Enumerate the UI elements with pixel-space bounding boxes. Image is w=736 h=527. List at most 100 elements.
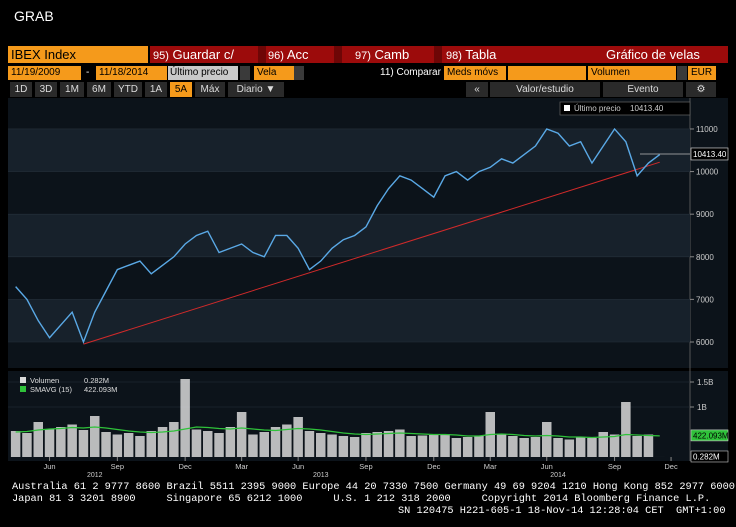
period-button[interactable]: 5A [170,82,192,97]
x-tick-label: Mar [484,462,497,471]
last-price-tag [690,147,729,161]
date-dash: - [86,67,90,78]
grid-band [8,214,690,257]
volume-bar [259,432,269,457]
volume-bar [417,435,428,457]
last-price-label: 10413.40 [693,150,727,159]
spacer-field[interactable] [508,66,586,80]
menu-item[interactable]: 95) Guardar c/ [153,46,234,65]
last-value-label: 0.282M [693,452,720,461]
volume-bar [440,434,450,457]
style-select[interactable]: Vela [254,66,304,80]
dropdown[interactable] [294,66,304,80]
legend-label: SMAVG (15) [30,385,72,394]
volume-bar [135,436,145,457]
x-tick-label: Dec [178,462,192,471]
period-button[interactable]: Máx [195,82,225,97]
period-button[interactable]: 1D [10,82,32,97]
volume-bar [157,427,168,457]
volume-bar [316,433,326,457]
volume-bar [327,434,337,457]
volume-bar [236,412,247,457]
field-select[interactable]: Último precio [168,66,238,80]
compare[interactable]: 11) Comparar [380,67,441,78]
footer-line: Australia 61 2 9777 8600 Brazil 5511 239… [12,481,735,493]
last-value-label: 422.093M [693,431,729,440]
frequency[interactable]: Diario ▼ [228,82,284,97]
period-button[interactable]: 1M [60,82,84,97]
menu-item[interactable]: 97) Camb [355,46,409,65]
legend-value: 10413.40 [630,104,664,113]
separator [334,46,342,63]
settings-bar: 11/19/2009 - 11/18/2014 Último precio Ve… [0,66,736,80]
dropdown[interactable] [240,66,250,80]
end-date[interactable]: 11/18/2014 [96,66,167,80]
volume-bar [214,433,224,457]
volume-bar [553,438,563,457]
period-button[interactable]: 1A [145,82,167,97]
volume-bar [349,437,360,457]
smavg-line [15,426,660,439]
start-date[interactable]: 11/19/2009 [8,66,81,80]
footer-line: Japan 81 3 3201 8900 Singapore 65 6212 1… [12,493,711,505]
event[interactable]: Evento [603,82,683,97]
menu-label: Camb [374,47,410,62]
y-tick-label: 11000 [696,125,718,134]
volume-bar [496,434,507,457]
y-tick-label: 1B [697,403,707,412]
volume-bar [542,422,552,457]
volume-bar [361,433,371,457]
period-button[interactable]: 3D [35,82,57,97]
legend-label: Último precio [574,104,621,113]
volume-bar [338,436,349,457]
volume-bar [395,429,405,457]
moving-avg[interactable]: Meds móvs [444,66,506,80]
chart-name: Gráfico de velas [606,47,700,62]
volume-bar [598,432,608,457]
volume-bar [101,432,111,457]
menu-label: Guardar c/ [172,47,234,62]
settings-gear[interactable]: ⚙ [686,82,716,97]
x-tick-label: Sep [359,462,372,471]
volume-bar [293,417,303,457]
collapse[interactable]: « [466,82,488,97]
x-year-label: 2014 [550,472,566,479]
lower-study[interactable]: Volumen [588,66,676,80]
volume-bar [474,436,484,457]
ticker-field[interactable]: IBEX Index [8,46,148,63]
y-tick-label: 10000 [696,168,719,177]
value-study[interactable]: Valor/estudio [490,82,600,97]
window-title: GRAB [14,8,54,24]
volume-bar [22,433,32,457]
x-tick-label: Mar [235,462,248,471]
volume-bar [10,431,21,457]
menu-item[interactable]: 96) Acc [268,46,308,65]
menu-bar: IBEX Index 95) Guardar c/ 96) Acc 97) Ca… [0,46,736,63]
legend-swatch [20,377,26,383]
currency[interactable]: EUR [688,66,716,80]
volume-bar [282,424,292,457]
volume-bar [225,427,236,457]
last-value-tag [690,429,729,442]
dropdown[interactable] [677,66,687,80]
legend-value: 422.093M [84,385,117,394]
volume-bar [169,422,179,457]
volume-bar [406,436,416,457]
legend-swatch [564,105,570,111]
volume-bar [632,436,642,457]
volume-bar [90,416,100,457]
legend-label: Volumen [30,376,59,385]
volume-bar [270,427,281,457]
x-tick-label: Dec [427,462,441,471]
volume-bar [609,434,620,457]
period-button[interactable]: 6M [87,82,111,97]
volume-bar [67,424,77,457]
period-button[interactable]: YTD [114,82,142,97]
x-tick-label: Jun [541,462,553,471]
x-tick-label: Dec [664,462,678,471]
legend-box [559,101,691,116]
volume-bar [429,435,439,457]
menu-num: 95) [153,50,169,62]
menu-item[interactable]: 98) Tabla [446,46,496,65]
